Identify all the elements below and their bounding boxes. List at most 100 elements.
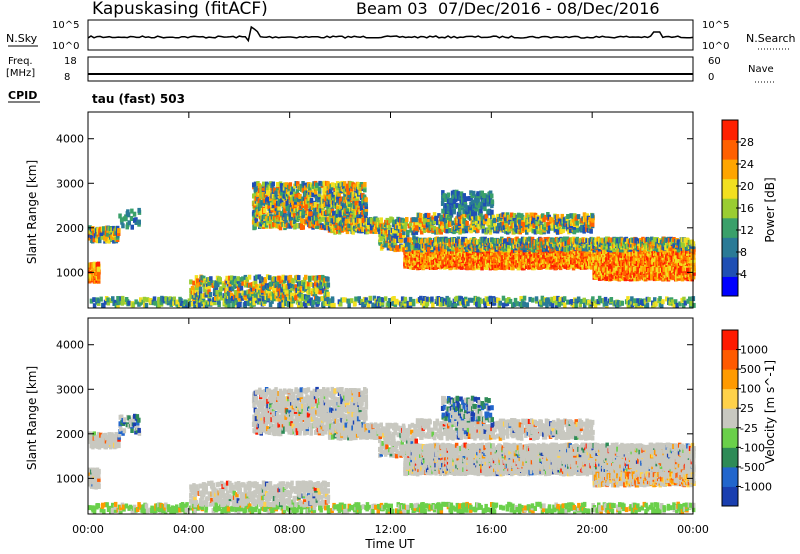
power-cell [259,190,263,196]
power-cell [100,231,104,236]
power-cell [229,275,234,281]
power-cell [587,299,591,305]
power-cell [103,299,108,305]
power-cell [582,297,586,303]
power-cell [571,262,576,268]
power-cell [593,303,598,308]
power-cell [498,300,502,306]
power-cell [448,300,453,306]
date-range: 07/Dec/2016 - 08/Dec/2016 [438,0,660,18]
power-cell [357,296,361,302]
power-cell [113,299,118,305]
power-cell [280,211,284,217]
power-cell [97,300,101,306]
power-cell [96,266,101,272]
power-cell [322,180,326,186]
power-cell [264,192,269,198]
power-cell [347,189,351,195]
power-cell [339,213,343,219]
power-cell [346,183,350,189]
power-cell [680,297,684,303]
power-cell [293,292,297,298]
power-cell [273,285,277,291]
power-cell [319,289,323,295]
power-cell [292,213,297,218]
power-cell [483,259,487,265]
power-cell [358,218,362,224]
power-cell [558,296,563,302]
power-cell [236,286,241,292]
power-cell [194,275,199,281]
power-cell [227,303,231,309]
power-cell [97,298,101,304]
power-cell [265,274,270,280]
power-cell [411,298,416,304]
power-cell [259,204,263,210]
power-cell [345,206,350,212]
power-cell [347,202,352,207]
power-cell [453,264,458,270]
nave-label: Nave [748,64,774,75]
power-cell [372,295,377,301]
power-cell [557,301,561,307]
power-cell [534,296,539,302]
power-cell [157,296,161,302]
power-cell [263,280,267,286]
power-cell [653,297,657,303]
power-cell [374,229,378,234]
power-cell [241,276,245,282]
power-cell [309,282,314,287]
power-cell [323,202,327,207]
power-cell [289,189,294,195]
power-cell [198,289,203,295]
power-cell [478,297,482,303]
power-cell [315,216,319,221]
power-cell [667,297,671,303]
power-cell [665,296,669,302]
power-cell [257,198,261,204]
power-cell [116,302,120,308]
power-cell [520,303,524,308]
power-cell [89,298,94,304]
power-cell [252,209,256,215]
power-cell [554,300,559,306]
power-cell [304,203,308,209]
power-cell [216,282,220,288]
power-cell [661,299,665,305]
power-cell [197,302,202,308]
power-cell [224,302,228,308]
power-cell [225,275,229,281]
power-cell [448,249,452,255]
power-cell [363,182,367,187]
power-cell [675,302,679,308]
power-cell [318,180,322,186]
power-cell [154,300,158,306]
power-cell [257,274,262,280]
power-cell [359,205,364,211]
power-cell [350,298,354,304]
power-cell [603,296,608,302]
nsky-tick-low: 10^0 [52,41,79,52]
power-cell [477,302,482,308]
power-cell [405,258,410,264]
power-cell [280,287,284,293]
power-cell [447,297,451,303]
power-cell [336,228,340,234]
power-cell [653,256,658,262]
power-cell [494,297,498,303]
power-cell [436,296,441,301]
power-cell [251,292,255,297]
power-cell [277,205,281,211]
power-cell [304,302,308,308]
power-cell [172,300,176,306]
power-cell [254,283,259,289]
power-cell [313,192,318,198]
power-cell [209,276,213,282]
power-cell [347,302,351,308]
power-cell [634,303,639,309]
nsky-tick-high: 10^5 [52,20,79,31]
power-cell [337,217,342,223]
power-cell [304,274,308,280]
power-cell [228,281,232,287]
power-cell [312,299,316,305]
